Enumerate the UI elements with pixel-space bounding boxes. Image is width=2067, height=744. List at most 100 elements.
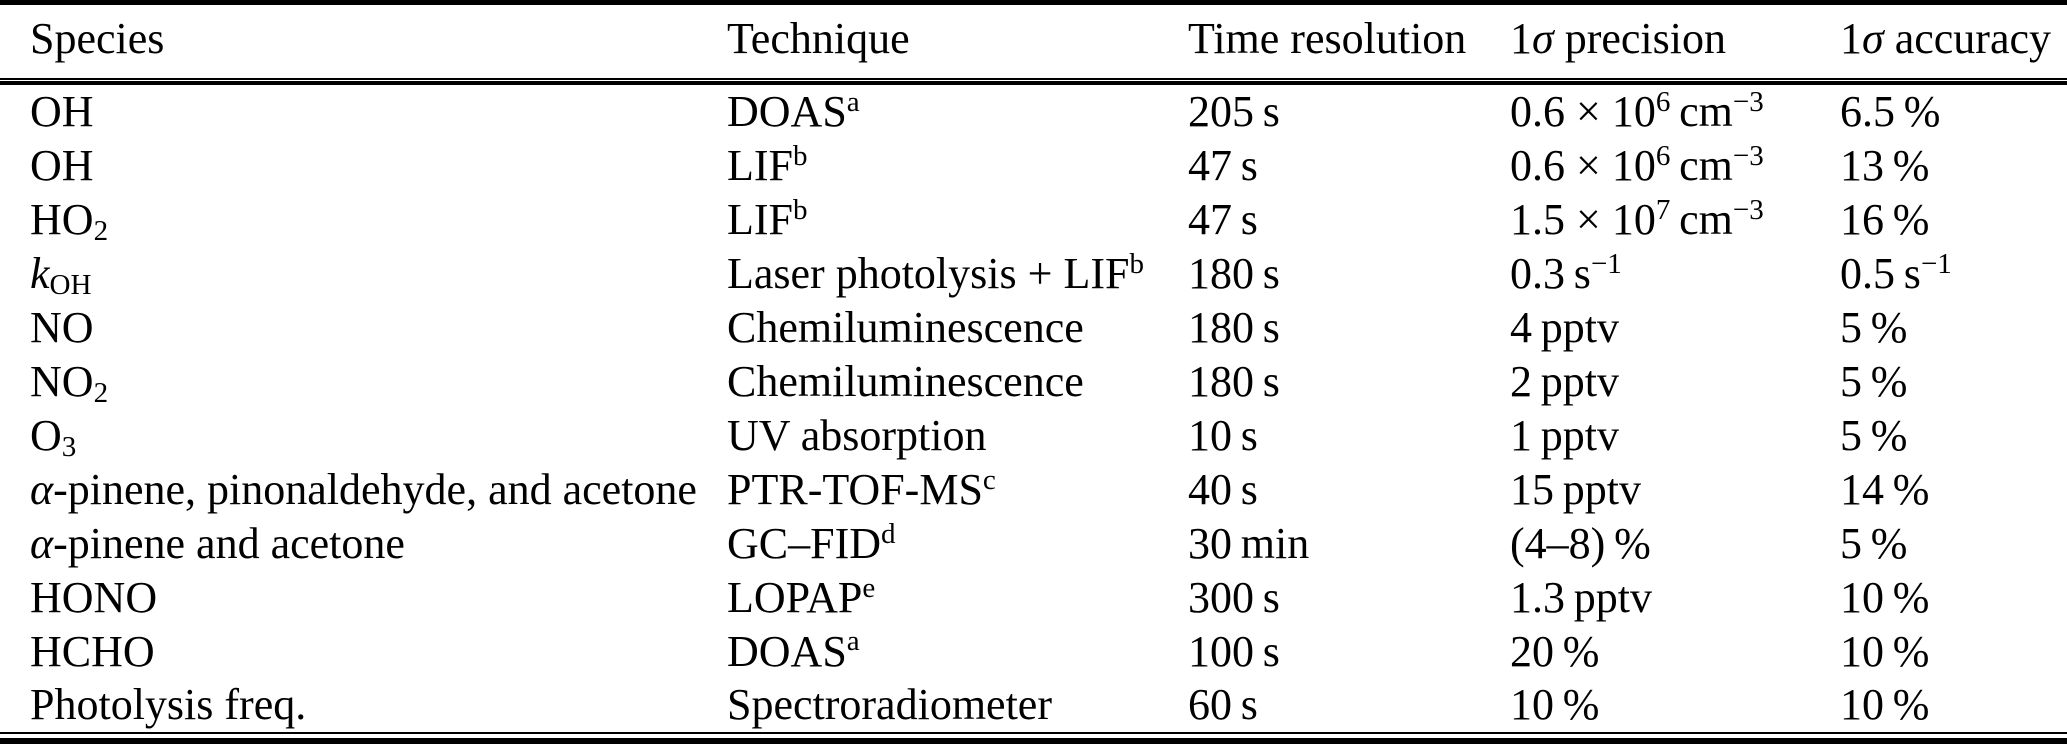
- text-run: (4–8) %: [1510, 518, 1651, 568]
- text-run: 5 %: [1840, 410, 1908, 460]
- table-cell-species: HONO: [0, 572, 727, 623]
- table-cell-precision: 2 pptv: [1510, 356, 1840, 407]
- text-run: GC–FID: [727, 518, 882, 568]
- text-run: cm: [1670, 141, 1733, 191]
- text-run: 47 s: [1188, 141, 1258, 191]
- text-run: 0.6 × 10: [1510, 141, 1656, 191]
- text-run: -pinene, pinonaldehyde, and acetone: [53, 464, 697, 514]
- table-row: α-pinene, pinonaldehyde, and acetone PTR-…: [0, 464, 2067, 515]
- text-run: 1: [1510, 14, 1532, 63]
- text-run: 180 s: [1188, 249, 1280, 299]
- table-cell-precision: 1 pptv: [1510, 410, 1840, 461]
- table-cell-technique: LOPAPe: [727, 572, 1188, 623]
- text-run: b: [793, 140, 808, 173]
- text-run: LIF: [727, 141, 793, 191]
- text-run: 0.6 × 10: [1510, 87, 1656, 137]
- table-cell-technique: UV absorption: [727, 410, 1188, 461]
- text-run: 1 pptv: [1510, 410, 1620, 460]
- column-header-species: Species: [0, 13, 727, 64]
- table-cell-precision: 20 %: [1510, 626, 1840, 677]
- table-cell-accuracy: 14 %: [1840, 464, 2067, 515]
- table-cell-precision: 4 pptv: [1510, 302, 1840, 353]
- text-run: HCHO: [30, 626, 155, 676]
- table-row: Photolysis freq. Spectroradiometer 60 s 10 …: [0, 679, 2067, 730]
- text-run: 6: [1655, 140, 1671, 173]
- table-row: NO Chemiluminescence 180 s 4 pptv 5 %: [0, 302, 2067, 353]
- text-run: DOAS: [727, 626, 847, 676]
- table-cell-species: α-pinene and acetone: [0, 518, 727, 569]
- text-run: 0.5 s: [1840, 249, 1921, 299]
- text-run: 205 s: [1188, 87, 1280, 137]
- table-cell-technique: Chemiluminescence: [727, 356, 1188, 407]
- text-run: 16 %: [1840, 195, 1930, 245]
- column-header-precision: 1σ precision: [1510, 13, 1840, 64]
- column-header-technique: Technique: [727, 13, 1188, 64]
- text-run: Spectroradiometer: [727, 680, 1052, 730]
- table-body: OH DOASa 205 s 0.6 × 106 cm−3 6.5 % OH LIFb 47 …: [0, 85, 2067, 732]
- text-run: 30 min: [1188, 518, 1310, 568]
- table-cell-technique: LIFb: [727, 194, 1188, 245]
- table-cell-time-resolution: 60 s: [1188, 679, 1510, 730]
- text-run: cm: [1670, 195, 1733, 245]
- text-run: −1: [1590, 248, 1622, 281]
- text-run: 10 %: [1510, 680, 1600, 730]
- table-row: HONO LOPAPe 300 s 1.3 pptv 10 %: [0, 572, 2067, 623]
- text-run: 4 pptv: [1510, 303, 1620, 353]
- table-row: OH LIFb 47 s 0.6 × 106 cm−3 13 %: [0, 140, 2067, 191]
- text-run: 1.3 pptv: [1510, 572, 1653, 622]
- table-cell-time-resolution: 205 s: [1188, 86, 1510, 137]
- text-run: 1.5 × 10: [1510, 195, 1656, 245]
- text-run: Photolysis freq.: [30, 680, 307, 730]
- text-run: Chemiluminescence: [727, 356, 1084, 406]
- table-top-rule: [0, 0, 2067, 5]
- text-run: HO: [30, 195, 94, 245]
- table-cell-species: HO2: [0, 194, 727, 248]
- text-run: OH: [49, 268, 92, 301]
- text-run: 3: [61, 430, 77, 463]
- table-cell-time-resolution: 180 s: [1188, 302, 1510, 353]
- text-run: 100 s: [1188, 626, 1280, 676]
- table-cell-species: HCHO: [0, 626, 727, 677]
- table-cell-precision: (4–8) %: [1510, 518, 1840, 569]
- text-run: 1: [1840, 14, 1862, 63]
- text-run: precision: [1553, 14, 1726, 63]
- table-cell-time-resolution: 180 s: [1188, 248, 1510, 299]
- text-run: cm: [1670, 87, 1733, 137]
- text-run: 2: [93, 215, 109, 248]
- text-run: 180 s: [1188, 356, 1280, 406]
- table-header-row: Species Technique Time resolution 1σ pre…: [0, 5, 2067, 78]
- text-run: PTR-TOF-MS: [727, 464, 983, 514]
- table-cell-species: O3: [0, 410, 727, 463]
- text-run: -pinene and acetone: [53, 518, 405, 568]
- text-run: accuracy: [1883, 14, 2052, 63]
- text-run: e: [862, 571, 876, 604]
- table-cell-precision: 1.3 pptv: [1510, 572, 1840, 623]
- table-cell-technique: Chemiluminescence: [727, 302, 1188, 353]
- text-run: b: [1129, 248, 1144, 281]
- table-cell-precision: 1.5 × 107 cm−3: [1510, 194, 1840, 245]
- text-run: LOPAP: [727, 572, 863, 622]
- table-cell-precision: 10 %: [1510, 679, 1840, 730]
- text-run: DOAS: [727, 87, 847, 137]
- table-cell-time-resolution: 30 min: [1188, 518, 1510, 569]
- table-cell-technique: DOASa: [727, 86, 1188, 137]
- text-run: 10 %: [1840, 680, 1930, 730]
- text-run: 2: [93, 376, 109, 409]
- table-cell-precision: 0.3 s−1: [1510, 248, 1840, 299]
- text-run: UV absorption: [727, 410, 987, 460]
- table-cell-time-resolution: 47 s: [1188, 140, 1510, 191]
- table-cell-technique: PTR-TOF-MSc: [727, 464, 1188, 515]
- text-run: OH: [30, 87, 94, 137]
- text-run: a: [846, 86, 860, 119]
- text-run: LIF: [727, 195, 793, 245]
- text-run: NO: [30, 356, 94, 406]
- text-run: Technique: [727, 14, 910, 63]
- table-cell-technique: DOASa: [727, 625, 1188, 677]
- text-run: 7: [1655, 194, 1671, 227]
- text-run: 10 %: [1840, 626, 1930, 676]
- table-row: α-pinene and acetone GC–FIDd 30 min (4–8) %…: [0, 518, 2067, 569]
- text-run: Chemiluminescence: [727, 303, 1084, 353]
- table-cell-accuracy: 10 %: [1840, 572, 2067, 623]
- text-run: 5 %: [1840, 518, 1908, 568]
